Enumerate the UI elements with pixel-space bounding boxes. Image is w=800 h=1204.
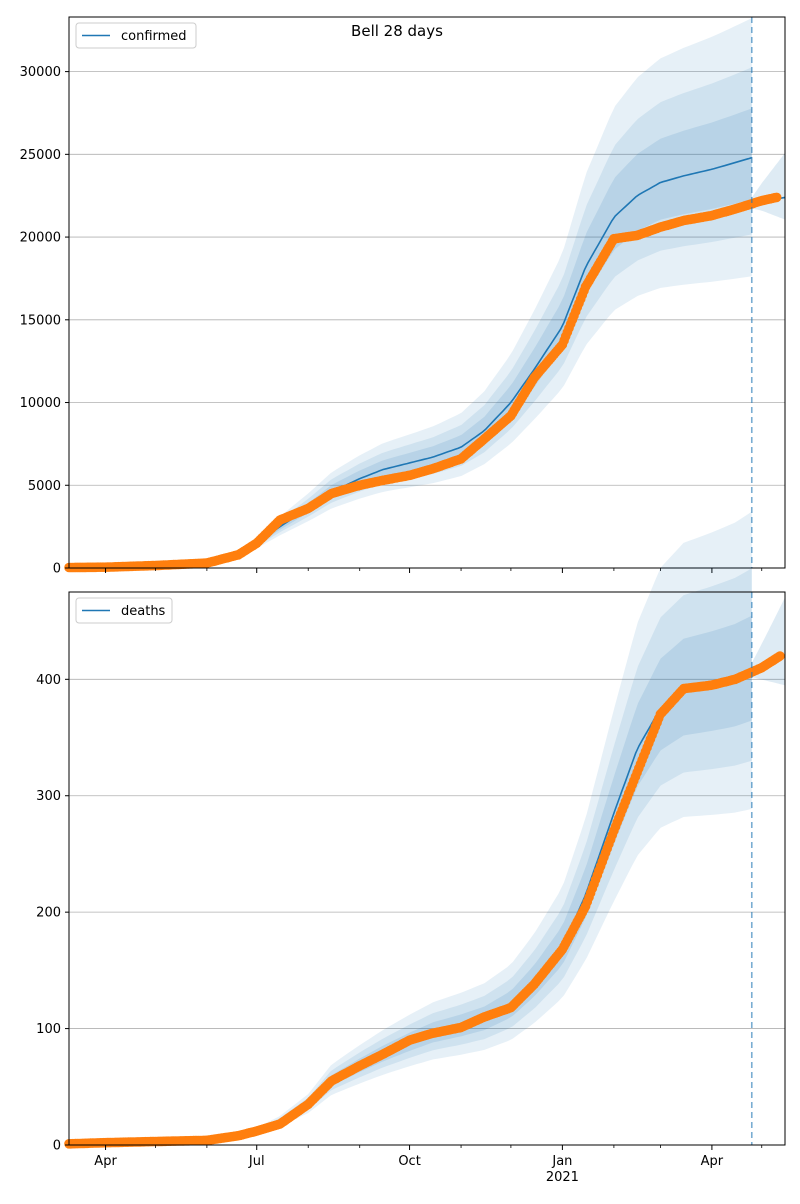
confirmed-ytick-label: 15000 bbox=[20, 313, 61, 328]
confirmed-ytick-label: 10000 bbox=[20, 396, 61, 411]
deaths-xtick-label: Apr bbox=[94, 1154, 117, 1169]
deaths-ytick-label: 400 bbox=[36, 673, 61, 688]
confirmed-band-3 bbox=[69, 108, 752, 568]
confirmed-ytick-label: 0 bbox=[53, 562, 61, 577]
confirmed-observed-point bbox=[771, 192, 782, 203]
deaths-xtick-label: Apr bbox=[701, 1154, 724, 1169]
deaths-legend-box bbox=[75, 597, 173, 624]
deaths-ytick-label: 0 bbox=[53, 1139, 61, 1154]
confirmed-panel: 0 5000 10000 15000 20000 25000 30000 confirmed bbox=[20, 16, 786, 577]
confirmed-ytick-label: 20000 bbox=[20, 231, 61, 246]
deaths-xtick-label: Oct bbox=[398, 1154, 420, 1169]
confirmed-legend: confirmed bbox=[75, 22, 197, 49]
deaths-legend-label: deaths bbox=[121, 604, 166, 619]
confirmed-legend-label: confirmed bbox=[121, 29, 187, 44]
confirmed-band-2 bbox=[69, 67, 752, 568]
deaths-ytick-label: 300 bbox=[36, 789, 61, 804]
confirmed-ytick-label: 30000 bbox=[20, 65, 61, 80]
deaths-xtick-label: Jan bbox=[551, 1154, 572, 1169]
deaths-ytick-label: 200 bbox=[36, 906, 61, 921]
confirmed-ytick-label: 25000 bbox=[20, 148, 61, 163]
deaths-legend: deaths bbox=[75, 597, 173, 624]
deaths-xtick-sublabel: 2021 bbox=[546, 1170, 579, 1185]
deaths-axes-frame bbox=[68, 591, 786, 1146]
confirmed-band-1 bbox=[69, 18, 752, 568]
confirmed-axes-frame bbox=[68, 16, 786, 569]
confirmed-observed-points bbox=[64, 192, 782, 573]
chart-title: Bell 28 days bbox=[351, 22, 443, 40]
deaths-xtick-label: Jul bbox=[248, 1154, 265, 1169]
confirmed-legend-box bbox=[75, 22, 197, 49]
deaths-observed-points bbox=[64, 651, 785, 1149]
deaths-ytick-label: 100 bbox=[36, 1022, 61, 1037]
deaths-band-2 bbox=[69, 568, 752, 1144]
confirmed-ytick-label: 5000 bbox=[28, 479, 61, 494]
confirmed-future-band bbox=[751, 152, 785, 220]
deaths-observed-point bbox=[775, 651, 785, 661]
